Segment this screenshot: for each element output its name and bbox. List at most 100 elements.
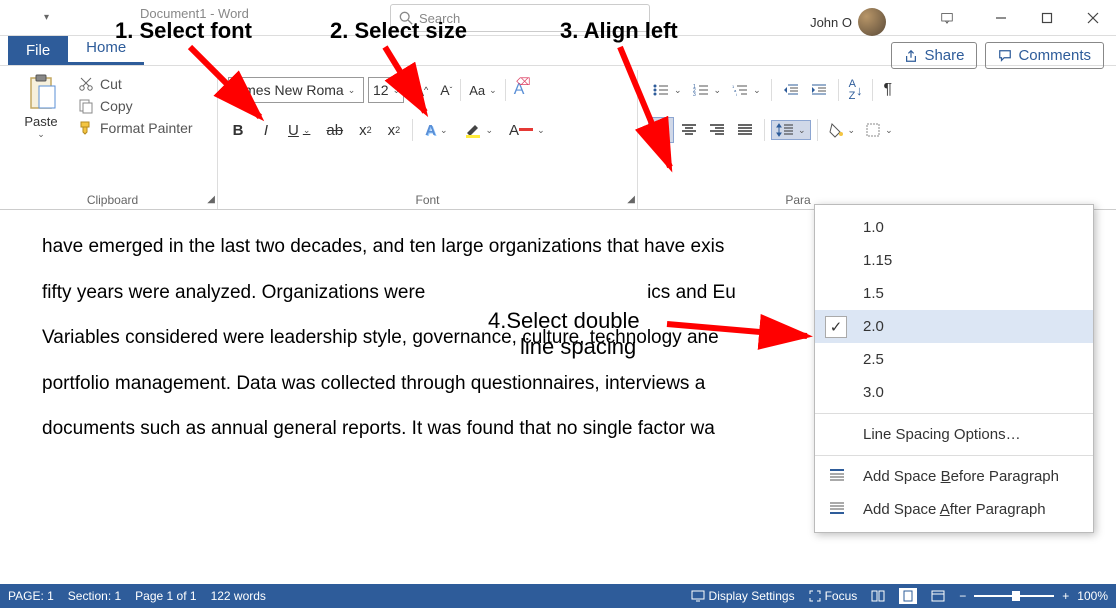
zoom-track[interactable]: [974, 595, 1054, 597]
space-before-icon: [829, 468, 845, 482]
line-spacing-options[interactable]: Line Spacing Options…: [815, 418, 1093, 451]
status-bar: PAGE: 1 Section: 1 Page 1 of 1 122 words…: [0, 584, 1116, 608]
status-page-of[interactable]: Page 1 of 1: [135, 589, 196, 603]
menu-separator: [815, 455, 1093, 456]
clear-formatting-button[interactable]: A⌫: [510, 79, 529, 101]
add-space-before[interactable]: Add Space Before Paragraph: [815, 460, 1093, 493]
highlight-button[interactable]: ⌄: [460, 119, 498, 141]
share-button[interactable]: Share: [891, 42, 977, 69]
user-account[interactable]: John O: [810, 8, 886, 36]
zoom-value[interactable]: 100%: [1077, 589, 1108, 603]
qat-dropdown-icon[interactable]: ▾: [40, 10, 53, 25]
indent-icon: [810, 83, 828, 97]
tab-file[interactable]: File: [8, 36, 68, 65]
web-layout-button[interactable]: [931, 590, 945, 602]
ribbon-display-icon[interactable]: [924, 0, 970, 36]
numbering-icon: 123: [692, 83, 710, 97]
strike-button[interactable]: ab: [322, 120, 347, 141]
italic-button[interactable]: I: [256, 120, 276, 141]
close-button[interactable]: [1070, 0, 1116, 36]
align-left-icon: [653, 124, 669, 136]
status-page[interactable]: PAGE: 1: [8, 589, 54, 603]
bold-button[interactable]: B: [228, 120, 248, 141]
font-size-select[interactable]: 12⌄: [368, 77, 404, 103]
annotation-2: 2. Select size: [330, 18, 467, 44]
chevron-down-icon: ⌄: [348, 85, 356, 96]
minimize-button[interactable]: [978, 0, 1024, 36]
zoom-out-button[interactable]: −: [959, 589, 966, 603]
status-section[interactable]: Section: 1: [68, 589, 121, 603]
spacing-option-3.0[interactable]: 3.0: [815, 376, 1093, 409]
bullets-button[interactable]: ⌄: [648, 81, 686, 99]
page-icon: [901, 590, 915, 602]
superscript-button[interactable]: x2: [384, 120, 405, 141]
read-mode-button[interactable]: [871, 590, 885, 602]
font-launcher-icon[interactable]: ◢: [627, 194, 635, 205]
spacing-option-2.0[interactable]: ✓ 2.0: [815, 310, 1093, 343]
ribbon: Paste ⌄ Cut Copy Format Painter Clipboar…: [0, 66, 1116, 210]
subscript-button[interactable]: x2: [355, 120, 376, 141]
share-comments: Share Comments: [891, 42, 1104, 69]
format-painter-button[interactable]: Format Painter: [78, 120, 193, 136]
spacing-option-1.0[interactable]: 1.0: [815, 211, 1093, 244]
group-label-font: Font: [218, 193, 637, 207]
brush-icon: [78, 120, 94, 136]
check-icon: ✓: [825, 316, 847, 338]
annotation-1: 1. Select font: [115, 18, 252, 44]
increase-indent-button[interactable]: [806, 81, 832, 99]
avatar: [858, 8, 886, 36]
align-right-button[interactable]: [704, 117, 730, 143]
borders-button[interactable]: ⌄: [861, 120, 897, 140]
paste-button[interactable]: Paste ⌄: [18, 74, 64, 140]
cut-button[interactable]: Cut: [78, 76, 193, 92]
font-color-button[interactable]: A⌄: [505, 120, 549, 141]
svg-text:3: 3: [693, 92, 696, 97]
print-layout-button[interactable]: [899, 588, 917, 604]
maximize-button[interactable]: [1024, 0, 1070, 36]
window-controls: [924, 0, 1116, 36]
text-effects-button[interactable]: A⌄: [421, 120, 451, 141]
align-center-button[interactable]: [676, 117, 702, 143]
change-case-button[interactable]: Aa⌄: [465, 81, 500, 100]
copy-button[interactable]: Copy: [78, 98, 193, 114]
zoom-thumb[interactable]: [1012, 591, 1020, 601]
svg-text:i: i: [736, 92, 737, 97]
zoom-in-button[interactable]: +: [1062, 589, 1069, 603]
spacing-option-2.5[interactable]: 2.5: [815, 343, 1093, 376]
decrease-indent-button[interactable]: [778, 81, 804, 99]
focus-button[interactable]: Focus: [809, 589, 858, 603]
justify-icon: [737, 124, 753, 136]
clipboard-launcher-icon[interactable]: ◢: [207, 194, 215, 205]
group-clipboard: Paste ⌄ Cut Copy Format Painter Clipboar…: [8, 70, 218, 209]
shrink-font-button[interactable]: Aˇ: [436, 80, 456, 100]
justify-button[interactable]: [732, 117, 758, 143]
spacing-option-1.15[interactable]: 1.15: [815, 244, 1093, 277]
add-space-after[interactable]: Add Space After Paragraph: [815, 493, 1093, 526]
group-label-clipboard: Clipboard: [8, 193, 217, 207]
align-left-button[interactable]: [648, 117, 674, 143]
line-spacing-icon: [776, 122, 794, 138]
shading-button[interactable]: ⌄: [824, 120, 860, 140]
font-name-select[interactable]: Times New Roma⌄: [228, 77, 364, 103]
borders-icon: [865, 122, 881, 138]
book-icon: [871, 590, 885, 602]
annotation-4a: 4.Select double: [488, 308, 640, 334]
multilevel-button[interactable]: 1ai⌄: [727, 81, 765, 99]
status-words[interactable]: 122 words: [211, 589, 266, 603]
comments-button[interactable]: Comments: [985, 42, 1104, 69]
display-settings-button[interactable]: Display Settings: [691, 589, 795, 603]
bullets-icon: [652, 83, 670, 97]
web-icon: [931, 590, 945, 602]
outdent-icon: [782, 83, 800, 97]
line-spacing-menu: 1.0 1.15 1.5 ✓ 2.0 2.5 3.0 Line Spacing …: [814, 204, 1094, 533]
scissors-icon: [78, 76, 94, 92]
spacing-option-1.5[interactable]: 1.5: [815, 277, 1093, 310]
sort-button[interactable]: AZ↓: [845, 76, 867, 104]
zoom-slider[interactable]: − + 100%: [959, 589, 1108, 603]
underline-button[interactable]: U⌄: [284, 120, 314, 141]
numbering-button[interactable]: 123⌄: [688, 81, 726, 99]
comment-icon: [998, 49, 1012, 63]
pilcrow-button[interactable]: ¶: [879, 79, 896, 101]
grow-font-button[interactable]: A^: [408, 78, 432, 103]
line-spacing-button[interactable]: ⌄: [771, 120, 811, 140]
